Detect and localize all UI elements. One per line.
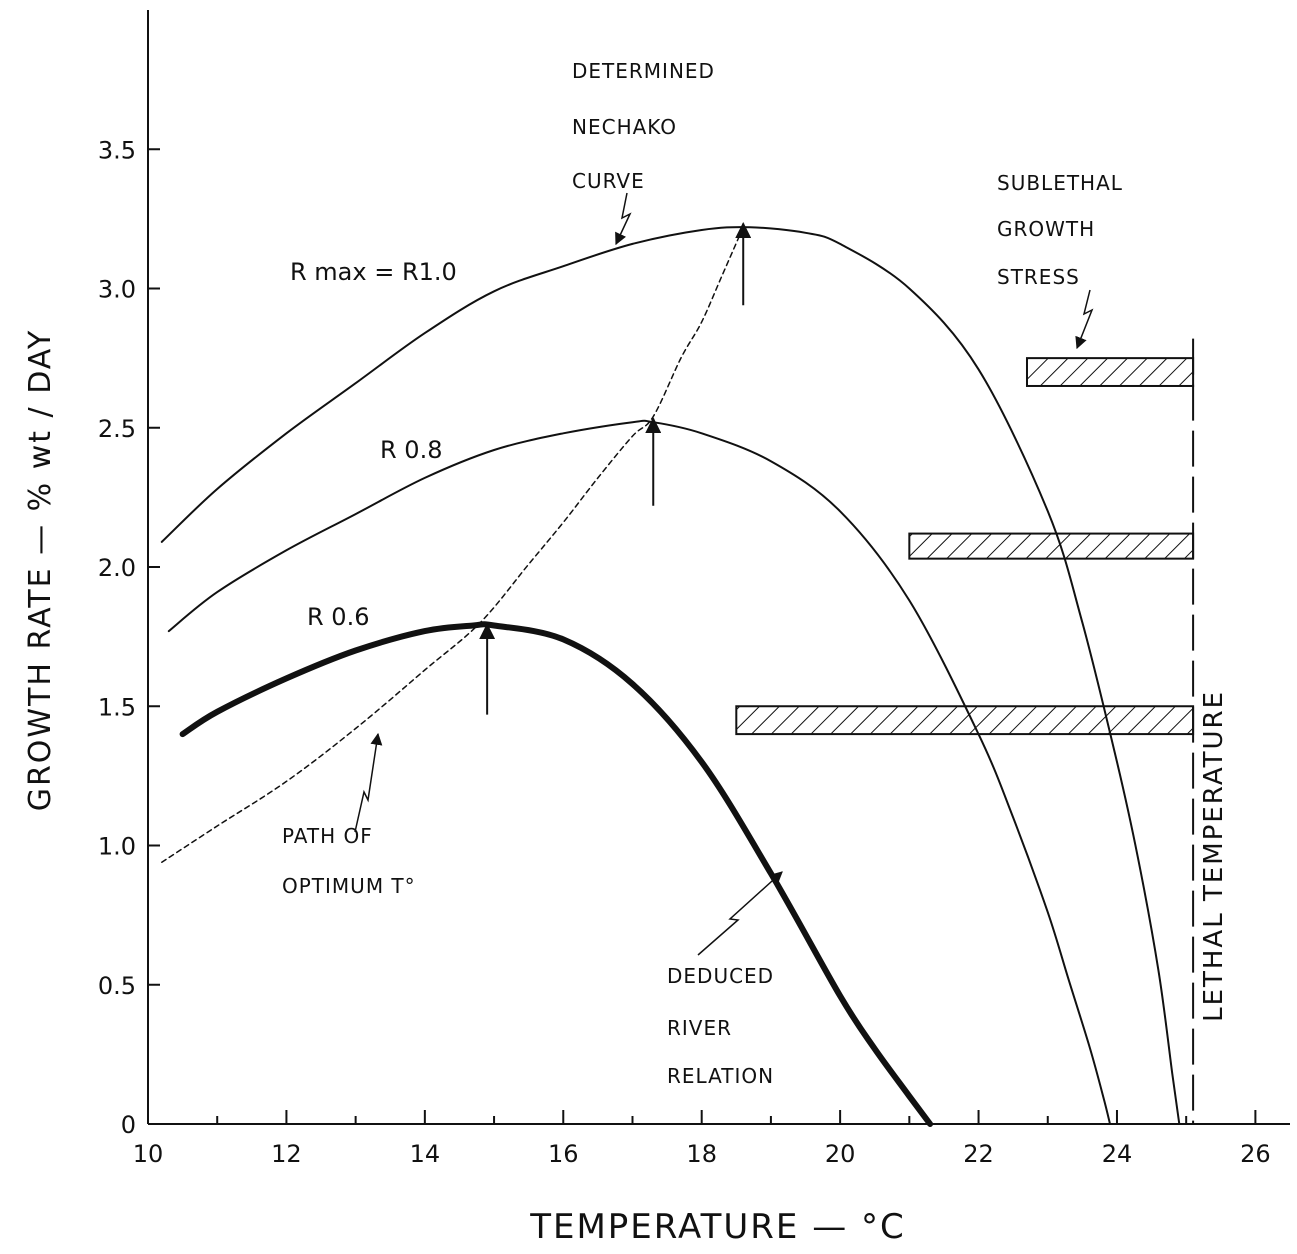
series-line-rmax-r1-0 (160, 226, 1181, 1125)
deduced-label-line2: RIVER (667, 1016, 732, 1040)
x-axis-title: TEMPERATURE — °C (529, 1207, 906, 1247)
determined-pointer-arrow (615, 192, 632, 246)
sublethal-annotation: SUBLETHAL GROWTH STRESS (997, 171, 1123, 350)
path-label-line1: PATH OF (282, 824, 373, 848)
x-tick-label: 18 (686, 1140, 717, 1168)
y-tick-label: 0 (121, 1111, 136, 1139)
y-tick-label: 2.5 (98, 415, 136, 443)
sublethal-label-line1: SUBLETHAL (997, 171, 1123, 195)
determined-label-line3: CURVE (572, 169, 645, 193)
r06-label: R 0.6 (307, 603, 369, 631)
determined-curve-annotation: DETERMINED NECHAKO CURVE (572, 59, 715, 246)
y-tick-label: 1.5 (98, 693, 136, 721)
x-tick-label: 20 (825, 1140, 856, 1168)
sublethal-pointer-arrow (1075, 289, 1094, 350)
x-tick-label: 10 (133, 1140, 164, 1168)
sublethal-label-line2: GROWTH (997, 217, 1095, 241)
sublethal-stress-bands (735, 357, 1195, 736)
y-tick-label: 0.5 (98, 972, 136, 1000)
y-tick-label: 2.0 (98, 554, 136, 582)
determined-label-line1: DETERMINED (572, 59, 715, 83)
x-tick-label: 26 (1240, 1140, 1271, 1168)
deduced-pointer-arrow (697, 871, 783, 956)
path-pointer-arrow (354, 732, 383, 833)
y-axis-title: GROWTH RATE — % wt / DAY (23, 329, 58, 812)
y-tick-label: 3.0 (98, 276, 136, 304)
sublethal-label-line3: STRESS (997, 265, 1080, 289)
path-optimum-annotation: PATH OF OPTIMUM T° (282, 732, 416, 898)
x-tick-label: 12 (271, 1140, 302, 1168)
deduced-label-line1: DEDUCED (667, 964, 774, 988)
deduced-river-annotation: DEDUCED RIVER RELATION (667, 871, 783, 1088)
determined-label-line2: NECHAKO (572, 115, 677, 139)
path-label-line2: OPTIMUM T° (282, 874, 416, 898)
axis-ticks: 10 12 14 16 18 20 22 24 26 0 0.5 1.0 1.5 2.0 2.5 3.0 3.5 (98, 136, 1271, 1168)
series-line-path-of-optimum-t (161, 226, 744, 863)
y-tick-label: 1.0 (98, 833, 136, 861)
lethal-temperature-label: LETHAL TEMPERATURE (1199, 690, 1229, 1022)
deduced-label-line3: RELATION (667, 1064, 774, 1088)
x-tick-label: 22 (963, 1140, 994, 1168)
series-line-r-0-6 (179, 621, 934, 1127)
x-tick-label: 24 (1102, 1140, 1133, 1168)
stress-band (908, 532, 1195, 560)
growth-curves (160, 226, 1181, 1127)
stress-band (1025, 357, 1195, 387)
series-line-r-0-8 (167, 419, 1111, 1125)
rmax-label: R max = R1.0 (290, 258, 457, 286)
optimum-arrows (479, 222, 752, 715)
stress-band (735, 705, 1195, 736)
x-tick-label: 16 (548, 1140, 579, 1168)
y-tick-label: 3.5 (98, 136, 136, 164)
x-tick-label: 14 (410, 1140, 441, 1168)
r08-label: R 0.8 (380, 436, 442, 464)
